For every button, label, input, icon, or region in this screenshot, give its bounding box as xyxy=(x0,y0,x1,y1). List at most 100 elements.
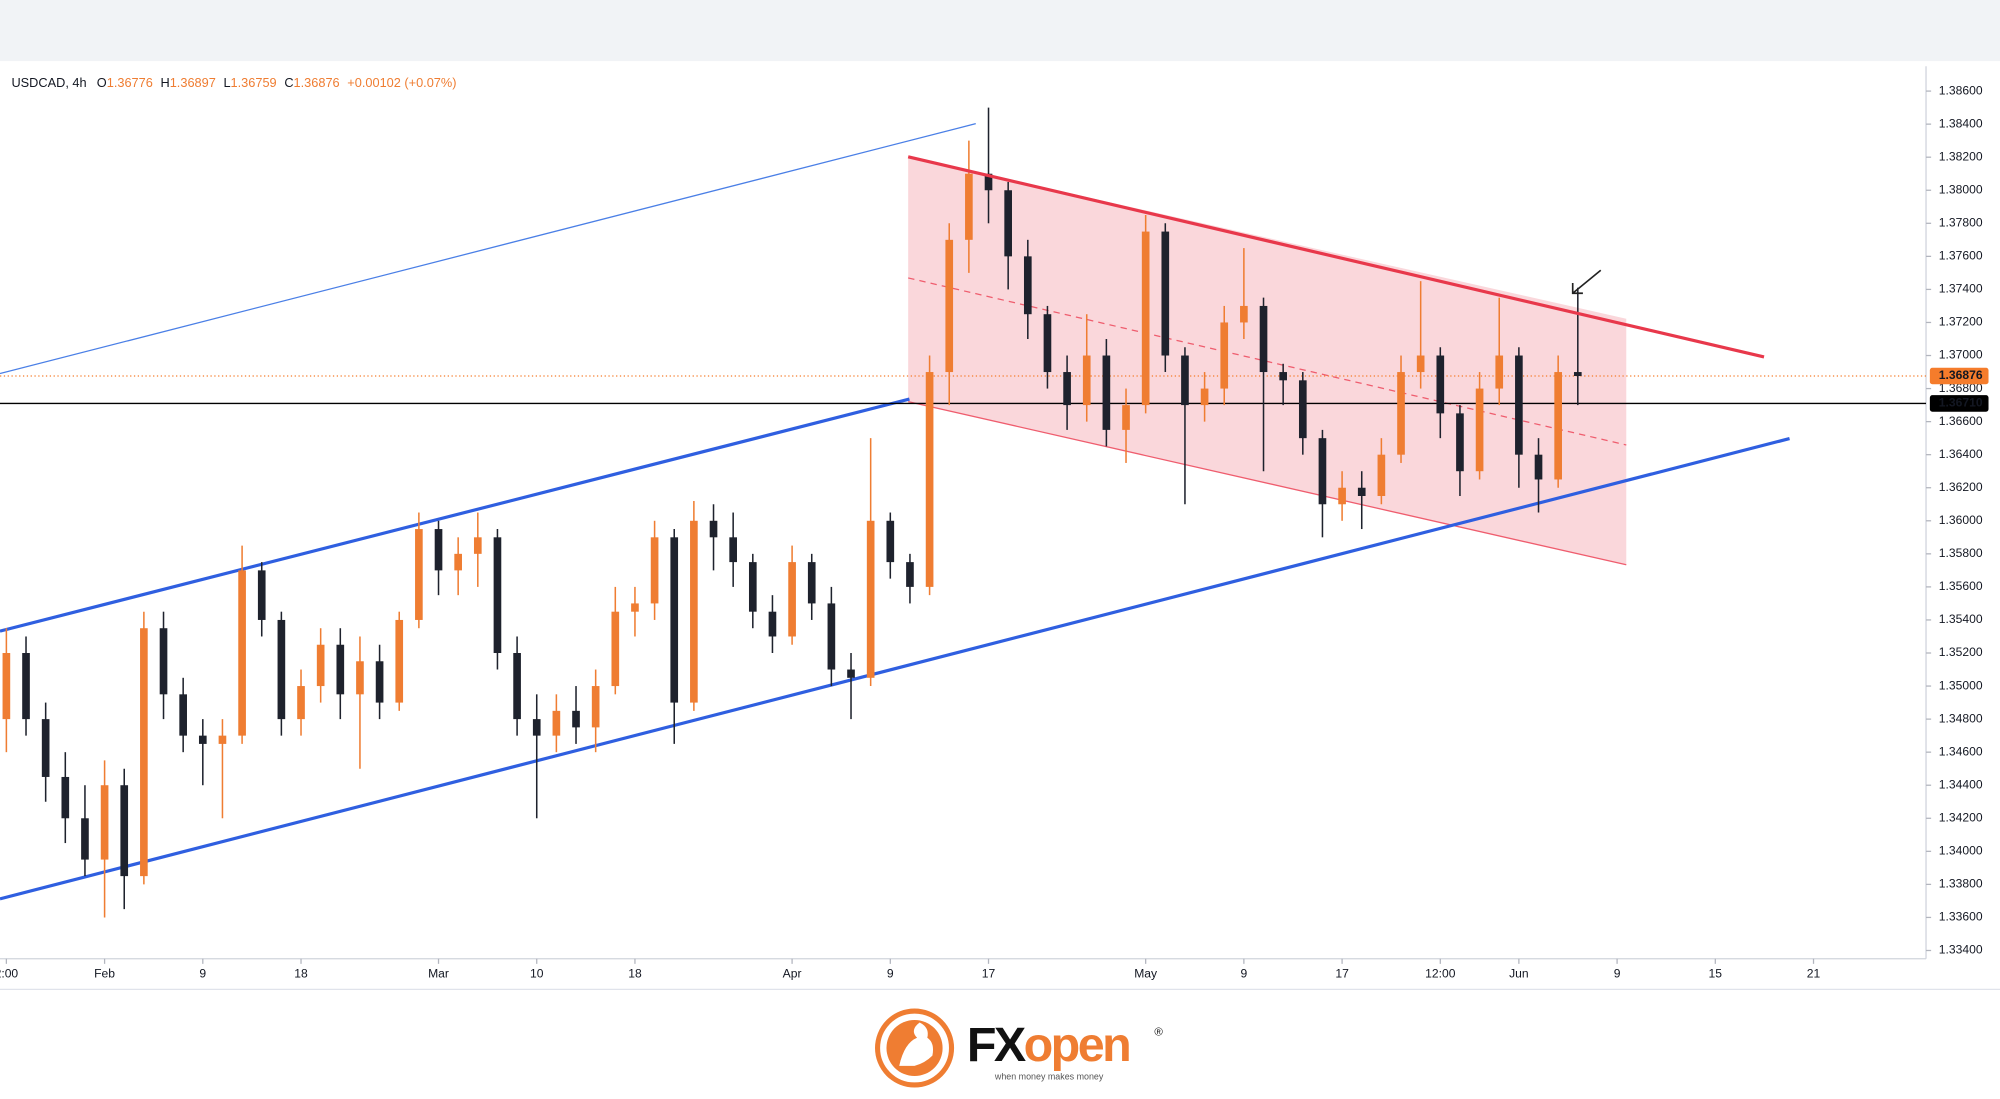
y-tick-label: 1.34800 xyxy=(1939,711,1983,725)
candle-body xyxy=(984,173,993,191)
candle-body xyxy=(866,520,875,678)
candle-body xyxy=(729,537,737,563)
y-tick-label: 1.33600 xyxy=(1939,910,1983,924)
x-tick-label: 9 xyxy=(1614,966,1621,980)
y-tick-label: 1.37800 xyxy=(1939,216,1983,230)
candle-body xyxy=(807,562,816,604)
y-tick-label: 1.37600 xyxy=(1939,249,1983,263)
candle-body xyxy=(650,537,659,604)
x-tick-label: 21 xyxy=(1807,966,1821,980)
candle-body xyxy=(945,239,954,373)
candle-body xyxy=(1141,231,1150,406)
lower-blue-trend xyxy=(0,437,1790,901)
field-key: H xyxy=(160,76,169,91)
y-tick-label: 1.34600 xyxy=(1939,744,1983,758)
field-key: O xyxy=(97,76,107,91)
candle-body xyxy=(1338,487,1346,505)
logo-dragon xyxy=(899,1022,934,1066)
candle-body xyxy=(827,603,836,670)
brand-fx: FX xyxy=(967,1018,1026,1072)
y-tick-label: 1.35400 xyxy=(1939,612,1983,626)
change: +0.00102 (+0.07%) xyxy=(347,76,456,91)
x-tick-label: Apr xyxy=(783,966,802,980)
candle-body xyxy=(1181,355,1189,406)
y-tick-label: 1.33800 xyxy=(1939,877,1983,891)
y-tick-label: 1.37400 xyxy=(1939,282,1983,296)
candle-body xyxy=(1240,305,1248,323)
y-tick-label: 1.34400 xyxy=(1939,777,1983,791)
price-label-box xyxy=(1929,395,1989,412)
candle-body xyxy=(61,776,70,819)
candle-body xyxy=(1220,322,1229,389)
x-tick-label: 2:00 xyxy=(0,966,18,980)
candle-body xyxy=(218,735,227,744)
candle-body xyxy=(41,719,50,777)
candle-body xyxy=(22,653,30,720)
candle-body xyxy=(925,372,934,587)
arrow-head xyxy=(1571,283,1583,295)
y-tick-label: 1.36600 xyxy=(1939,414,1983,428)
brand-open: open xyxy=(1024,1018,1130,1072)
candle-body xyxy=(1357,487,1366,496)
y-tick-label: 1.38600 xyxy=(1939,83,1983,97)
candle-body xyxy=(120,785,129,877)
candle-body xyxy=(1259,305,1268,373)
candle-body xyxy=(238,570,246,736)
candle-body xyxy=(670,537,679,703)
axes: 1.33400 1.33600 1.33800 1.34000 1.34200 1.344… xyxy=(0,83,1989,980)
field-value: 1.36776 xyxy=(107,76,153,91)
overlay-drawings xyxy=(907,155,1765,359)
x-tick-label: 17 xyxy=(982,966,996,980)
x-tick-label: Mar xyxy=(428,966,449,980)
candle-body xyxy=(1573,372,1582,377)
upper-blue-trend xyxy=(0,397,910,633)
candle-body xyxy=(788,562,796,637)
y-tick-label: 1.37000 xyxy=(1939,348,1983,362)
field-key: L xyxy=(223,76,230,91)
candle-body xyxy=(768,611,777,637)
candle-body xyxy=(140,628,148,877)
candle-body xyxy=(1122,405,1130,430)
registered-mark: ® xyxy=(1154,1027,1163,1039)
legend-header: USDCAD, 4h O1.36776 H1.36897 L1.36759 C1.368… xyxy=(11,76,456,91)
channel-upper xyxy=(907,155,1765,359)
x-tick-label: Feb xyxy=(94,966,115,980)
price-label: 1.36710 xyxy=(1939,396,1983,410)
candle-body xyxy=(159,628,168,695)
candle-body xyxy=(513,653,521,720)
y-tick-label: 1.34000 xyxy=(1939,844,1983,858)
candle-body xyxy=(532,719,541,736)
candle-body xyxy=(1397,372,1405,455)
candle-body xyxy=(1102,355,1111,430)
candle-body xyxy=(297,686,305,720)
candle-body xyxy=(316,644,325,687)
candle-body xyxy=(631,603,639,612)
candle-body xyxy=(336,644,345,695)
candle-body xyxy=(1515,355,1523,455)
candle-body xyxy=(965,173,973,240)
candle-body xyxy=(454,553,462,571)
candle-body xyxy=(1004,190,1012,257)
candle-body xyxy=(690,520,698,703)
y-tick-label: 1.35200 xyxy=(1939,645,1983,659)
price-lines xyxy=(0,375,1927,405)
candle-body xyxy=(906,562,914,587)
candle-body xyxy=(395,619,404,703)
y-tick-label: 1.38400 xyxy=(1939,116,1983,130)
field-value: 1.36759 xyxy=(231,76,277,91)
candle-body xyxy=(709,520,718,538)
candle-body xyxy=(1436,355,1445,414)
y-tick-label: 1.37200 xyxy=(1939,315,1983,329)
y-tick-label: 1.35000 xyxy=(1939,678,1983,692)
candle-body xyxy=(2,653,11,720)
y-tick-label: 1.38000 xyxy=(1939,182,1983,196)
candle-body xyxy=(1377,454,1386,496)
candle-body xyxy=(1554,372,1562,480)
x-tick-label: Jun xyxy=(1509,966,1529,980)
candle-body xyxy=(1063,372,1071,406)
candle-body xyxy=(552,710,561,736)
y-tick-label: 1.36400 xyxy=(1939,447,1983,461)
candle-body xyxy=(1298,380,1307,439)
